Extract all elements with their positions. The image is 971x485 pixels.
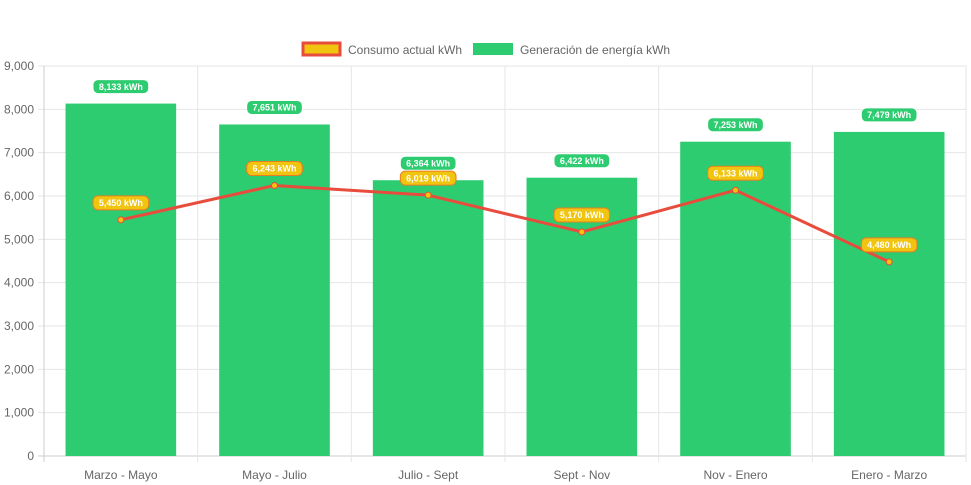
- y-tick-label: 1,000: [4, 406, 34, 420]
- x-tick-label: Mayo - Julio: [242, 468, 307, 482]
- data-label: 6,243 kWh: [252, 164, 296, 174]
- data-label-box: [246, 99, 303, 115]
- data-label-box: [553, 153, 611, 169]
- consumption-series-line: [120, 183, 890, 264]
- data-label-box: [92, 195, 150, 211]
- y-axis: 0 1,000 2,000 3,000 4,000 5,000 6,000 7,000 8,00…: [4, 59, 34, 463]
- generation-bar[interactable]: [219, 124, 330, 456]
- data-label-box: [707, 117, 764, 133]
- x-tick-label: Marzo - Mayo: [84, 468, 158, 482]
- gridlines: [38, 65, 967, 462]
- y-tick-label: 8,000: [4, 102, 34, 116]
- y-tick-label: 0: [27, 449, 34, 463]
- data-labels: 8,133 kWh 7,651 kWh 6,364 kWh 6,422 kWh 7,25…: [92, 79, 918, 253]
- y-tick-label: 4,000: [4, 276, 34, 290]
- legend-label-generacion[interactable]: Generación de energía kWh: [520, 43, 670, 57]
- y-tick-label: 2,000: [4, 362, 34, 376]
- generation-bar[interactable]: [680, 141, 791, 456]
- data-label-box: [860, 237, 918, 253]
- data-label-box: [246, 160, 303, 176]
- data-label-box: [707, 165, 764, 181]
- data-label-box: [399, 170, 457, 186]
- data-label: 7,651 kWh: [252, 103, 296, 113]
- legend: Consumo actual kWh Generación de energía…: [301, 41, 670, 57]
- data-label: 6,364 kWh: [406, 158, 450, 168]
- data-label: 8,133 kWh: [99, 82, 143, 92]
- data-label-box: [553, 207, 611, 223]
- data-label: 5,450 kWh: [99, 198, 143, 208]
- y-tick-label: 5,000: [4, 232, 34, 246]
- data-label-box: [399, 155, 457, 171]
- data-label: 7,253 kWh: [713, 120, 757, 130]
- generation-bars: [65, 103, 945, 457]
- x-tick-label: Sept - Nov: [553, 468, 610, 482]
- data-label-box: [860, 107, 918, 123]
- consumption-point[interactable]: [271, 181, 278, 189]
- data-label: 6,422 kWh: [560, 156, 604, 166]
- x-tick-label: Enero - Marzo: [851, 468, 927, 482]
- consumption-point[interactable]: [885, 258, 893, 266]
- data-label: 6,133 kWh: [713, 168, 757, 178]
- legend-swatch-consumo[interactable]: [301, 41, 342, 57]
- generation-bar[interactable]: [65, 103, 177, 456]
- data-label: 6,019 kWh: [406, 173, 450, 183]
- consumption-point[interactable]: [117, 216, 125, 224]
- legend-label-consumo[interactable]: Consumo actual kWh: [348, 43, 462, 57]
- x-tick-label: Julio - Sept: [398, 468, 459, 482]
- consumption-point[interactable]: [732, 186, 739, 194]
- y-tick-label: 7,000: [4, 146, 34, 160]
- generation-bar[interactable]: [372, 180, 484, 456]
- data-label-box: [92, 79, 150, 95]
- data-label: 5,170 kWh: [560, 210, 604, 220]
- x-tick-label: Nov - Enero: [703, 468, 767, 482]
- consumption-point[interactable]: [578, 228, 586, 236]
- x-axis: Marzo - Mayo Mayo - Julio Julio - Sept Sept…: [84, 468, 927, 482]
- y-tick-label: 3,000: [4, 319, 34, 333]
- consumption-line: [117, 181, 893, 266]
- consumption-point[interactable]: [424, 191, 432, 199]
- generation-bar[interactable]: [833, 131, 945, 456]
- legend-swatch-generacion[interactable]: [473, 43, 513, 55]
- data-label: 4,480 kWh: [867, 240, 911, 250]
- data-label: 7,479 kWh: [867, 110, 911, 120]
- y-tick-label: 9,000: [4, 59, 34, 73]
- y-tick-label: 6,000: [4, 189, 34, 203]
